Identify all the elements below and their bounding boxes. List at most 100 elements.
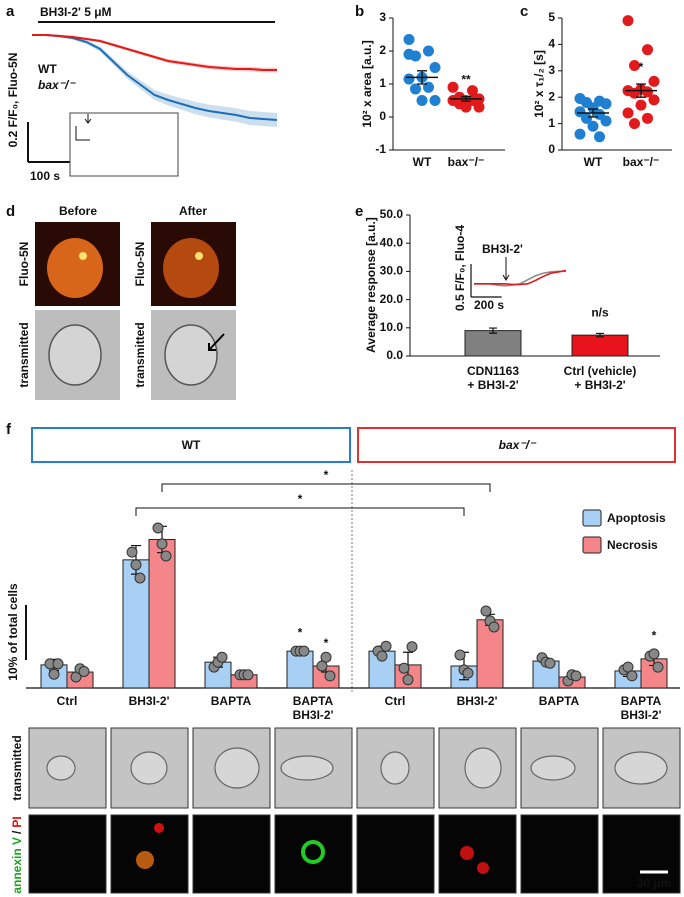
data-point — [454, 649, 466, 661]
x-tick-label: BAPTA — [621, 694, 662, 708]
micrograph-fluorescence — [356, 814, 435, 894]
x-tick-label: BH3I-2' — [129, 694, 170, 708]
group-box — [357, 427, 676, 463]
data-point — [648, 75, 660, 87]
y-tick-label: 20.0 — [380, 292, 404, 306]
stain-spot — [154, 823, 164, 833]
x-tick-label: + BH3I-2' — [574, 378, 625, 392]
row-label-part: annexin V — [10, 837, 24, 894]
y-tick-label: 0 — [379, 109, 386, 123]
x-tick-label: BAPTA — [211, 694, 252, 708]
y-axis-label: 10² x τ₁/₂ [s] — [532, 50, 546, 118]
data-point — [473, 101, 485, 113]
cell — [380, 751, 410, 785]
data-point — [403, 48, 415, 60]
cell — [464, 747, 502, 789]
data-point — [78, 666, 90, 677]
x-tick-label: BH3I-2' — [457, 694, 498, 708]
data-point — [48, 668, 60, 680]
y-tick-label: 4 — [548, 37, 555, 51]
data-point — [642, 86, 653, 98]
bar — [148, 539, 176, 689]
significance: * — [324, 636, 329, 650]
stimulus-arrow — [502, 257, 510, 281]
significance: * — [298, 492, 303, 506]
y-tick-label: 10.0 — [380, 320, 404, 334]
y-tick-label: 2 — [379, 43, 386, 57]
y-tick-label: 30.0 — [380, 264, 404, 278]
data-point — [629, 60, 640, 72]
nucleus — [163, 238, 219, 298]
y-tick-label: -1 — [375, 142, 386, 156]
data-point — [242, 669, 254, 681]
data-point — [642, 112, 653, 124]
data-point — [488, 621, 500, 633]
significance: * — [652, 628, 657, 642]
micrograph-fluorescence — [438, 814, 517, 894]
data-point — [406, 641, 418, 653]
bright-spot — [79, 252, 87, 260]
data-point — [134, 572, 146, 584]
image-scale-label: 30 μm — [637, 876, 672, 890]
scale-bar-label: 0.5 F/F₀, Fluo-4 — [453, 225, 467, 311]
bar — [286, 650, 314, 689]
inset-frame — [69, 112, 179, 177]
cell — [614, 751, 668, 785]
significance: * — [639, 60, 644, 74]
y-tick-label: 40.0 — [380, 235, 404, 249]
bright-spot — [195, 252, 203, 260]
comparison-bracket — [161, 483, 491, 492]
data-point — [622, 661, 634, 673]
panel-letter: b — [355, 3, 364, 20]
cell — [48, 324, 102, 386]
data-point — [410, 83, 421, 95]
group-label: bax⁻/⁻ — [499, 438, 537, 452]
data-point — [629, 118, 640, 130]
stain-spot — [460, 846, 474, 860]
data-point — [316, 660, 328, 672]
column-label: After — [179, 204, 207, 218]
scale-bar-label: 10% of total cells — [6, 583, 20, 681]
legend-entry: WT — [38, 62, 57, 76]
x-tick-label: Ctrl — [57, 694, 78, 708]
data-point — [416, 95, 428, 106]
error-bar — [596, 332, 604, 338]
comparison-bracket — [135, 507, 465, 516]
significance: * — [298, 626, 303, 640]
significance: * — [324, 468, 329, 482]
y-tick-label: 2 — [548, 89, 555, 103]
bar — [476, 619, 504, 689]
cell — [164, 324, 218, 386]
cell — [46, 755, 76, 781]
row-label: Fluo-5N — [133, 242, 147, 287]
cell — [530, 755, 576, 781]
legend-swatch — [582, 509, 602, 527]
data-point — [376, 650, 388, 662]
stain-spot — [477, 862, 489, 874]
data-point — [642, 44, 653, 56]
data-point — [635, 99, 647, 111]
data-point — [648, 648, 660, 660]
data-point — [544, 657, 556, 669]
data-point — [320, 651, 332, 663]
x-tick-label: BAPTA — [293, 694, 334, 708]
x-tick-label: BAPTA — [539, 694, 580, 708]
error-bar — [489, 327, 497, 334]
data-point — [460, 101, 472, 113]
data-point — [570, 670, 582, 682]
data-point — [324, 670, 336, 682]
x-tick-label: BH3I-2' — [293, 708, 334, 722]
y-tick-label: 1 — [379, 76, 386, 90]
data-point — [600, 115, 612, 127]
panel-letter: c — [520, 3, 528, 20]
sem-bar — [461, 95, 471, 102]
data-point — [160, 550, 172, 562]
row-label: transmitted — [10, 735, 24, 800]
data-point — [429, 62, 441, 73]
y-tick-label: 1 — [548, 116, 555, 130]
row-label: annexin V / PI — [10, 816, 24, 893]
data-point — [403, 73, 415, 85]
x-tick-label: WT — [584, 155, 603, 169]
stimulus-label: BH3I-2' — [482, 242, 523, 256]
